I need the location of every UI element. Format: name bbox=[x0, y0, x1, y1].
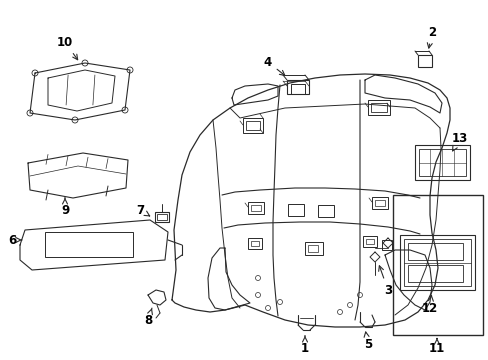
Bar bbox=[370, 103, 386, 112]
Text: 12: 12 bbox=[421, 296, 437, 315]
Text: 10: 10 bbox=[57, 36, 78, 60]
Text: 9: 9 bbox=[61, 198, 69, 216]
Text: 1: 1 bbox=[300, 336, 308, 355]
Bar bbox=[286, 80, 308, 94]
Bar bbox=[155, 212, 169, 222]
Bar bbox=[247, 238, 262, 249]
Bar bbox=[305, 242, 323, 255]
Bar bbox=[418, 149, 465, 176]
Bar bbox=[243, 118, 263, 133]
Text: 2: 2 bbox=[427, 26, 435, 48]
Bar bbox=[365, 239, 373, 244]
Bar bbox=[381, 240, 391, 250]
Bar bbox=[250, 241, 259, 246]
Text: 5: 5 bbox=[363, 332, 371, 351]
Text: 3: 3 bbox=[378, 266, 391, 297]
Text: 13: 13 bbox=[451, 131, 467, 151]
Text: 6: 6 bbox=[8, 234, 21, 247]
Bar bbox=[367, 100, 389, 115]
Bar bbox=[407, 243, 462, 260]
Bar bbox=[399, 235, 474, 290]
Text: 4: 4 bbox=[264, 55, 285, 76]
Text: 7: 7 bbox=[136, 203, 149, 216]
Bar bbox=[307, 245, 317, 252]
Bar bbox=[157, 214, 167, 220]
Text: 8: 8 bbox=[143, 308, 152, 327]
Bar bbox=[287, 204, 304, 216]
Bar bbox=[245, 121, 260, 130]
Bar bbox=[407, 265, 462, 282]
Text: 11: 11 bbox=[428, 339, 444, 355]
Bar bbox=[250, 205, 261, 211]
Bar bbox=[45, 232, 133, 257]
Bar bbox=[414, 145, 469, 180]
Bar bbox=[417, 55, 431, 67]
Bar bbox=[403, 239, 470, 286]
Bar bbox=[317, 205, 333, 217]
Bar bbox=[247, 202, 264, 214]
Bar bbox=[374, 200, 384, 206]
Bar bbox=[290, 84, 305, 94]
Bar bbox=[392, 195, 482, 335]
Bar bbox=[371, 197, 387, 209]
Bar bbox=[362, 236, 376, 247]
